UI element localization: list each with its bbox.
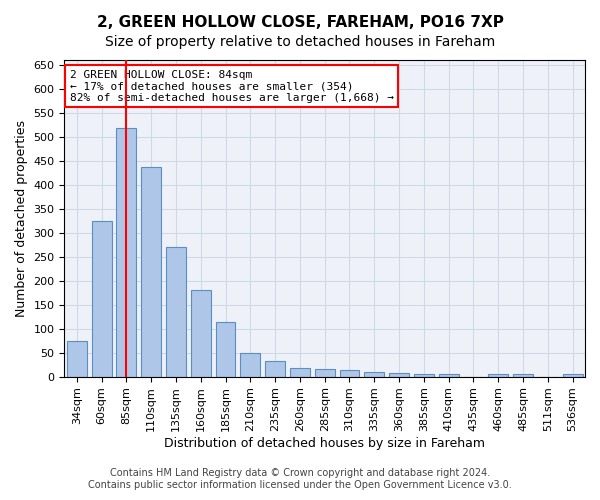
Bar: [166, 247, 186, 376]
Bar: [513, 374, 533, 376]
Bar: [340, 370, 359, 376]
Bar: [67, 340, 87, 376]
Text: Contains HM Land Registry data © Crown copyright and database right 2024.
Contai: Contains HM Land Registry data © Crown c…: [88, 468, 512, 490]
Bar: [439, 374, 458, 376]
Bar: [191, 290, 211, 376]
Bar: [315, 368, 335, 376]
Y-axis label: Number of detached properties: Number of detached properties: [15, 120, 28, 317]
Bar: [92, 221, 112, 376]
Text: 2, GREEN HOLLOW CLOSE, FAREHAM, PO16 7XP: 2, GREEN HOLLOW CLOSE, FAREHAM, PO16 7XP: [97, 15, 503, 30]
Bar: [414, 374, 434, 376]
Bar: [215, 322, 235, 376]
Bar: [241, 352, 260, 376]
Text: 2 GREEN HOLLOW CLOSE: 84sqm
← 17% of detached houses are smaller (354)
82% of se: 2 GREEN HOLLOW CLOSE: 84sqm ← 17% of det…: [70, 70, 394, 102]
Bar: [389, 373, 409, 376]
Bar: [265, 361, 285, 376]
Bar: [563, 374, 583, 376]
Bar: [141, 167, 161, 376]
Bar: [290, 368, 310, 376]
X-axis label: Distribution of detached houses by size in Fareham: Distribution of detached houses by size …: [164, 437, 485, 450]
Bar: [488, 374, 508, 376]
Bar: [364, 372, 384, 376]
Text: Size of property relative to detached houses in Fareham: Size of property relative to detached ho…: [105, 35, 495, 49]
Bar: [116, 128, 136, 376]
